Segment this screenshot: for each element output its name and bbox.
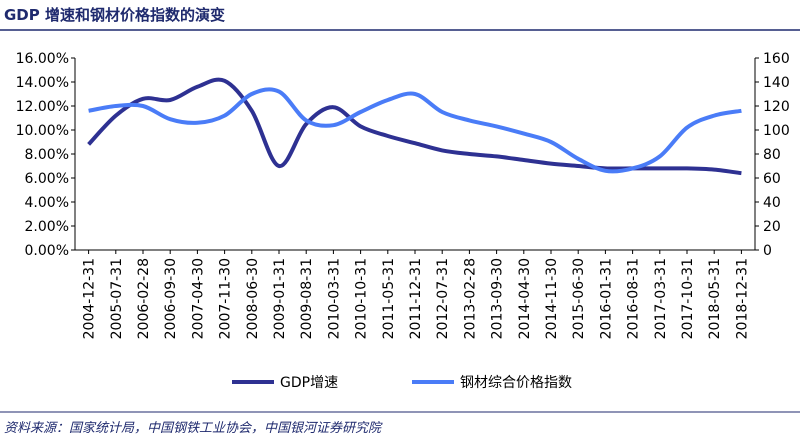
x-tick-label: 2004-12-31 [82, 258, 98, 339]
y-tick-label: 4.00% [25, 195, 69, 211]
y-tick-label: 2.00% [25, 219, 69, 235]
source: 资料来源：国家统计局，中国钢铁工业协会，中国银河证券研究院 [4, 420, 383, 436]
y2-tick-label: 40 [763, 195, 781, 211]
y2-tick-label: 60 [763, 171, 781, 187]
series-line [88, 87, 742, 174]
y2-tick-label: 100 [763, 123, 790, 139]
y2-tick-label: 80 [763, 147, 781, 163]
x-tick-label: 2009-01-31 [272, 258, 288, 339]
x-tick-label: 2011-05-31 [381, 258, 397, 339]
y-tick-label: 8.00% [25, 147, 69, 163]
y-tick-label: 12.00% [16, 99, 69, 115]
x-tick-label: 2016-01-31 [598, 258, 614, 339]
y2-tick-label: 160 [763, 51, 790, 67]
x-tick-label: 2011-12-31 [408, 258, 424, 339]
x-tick-label: 2018-05-31 [707, 258, 723, 339]
y-tick-label: 10.00% [16, 123, 69, 139]
x-tick-label: 2010-03-31 [326, 258, 342, 339]
x-tick-label: 2013-02-28 [462, 258, 478, 339]
x-tick-label: 2005-07-31 [109, 258, 125, 339]
y-tick-label: 6.00% [25, 171, 69, 187]
legend-label: GDP增速 [280, 375, 338, 391]
x-tick-label: 2013-09-30 [490, 258, 506, 339]
x-tick-label: 2006-02-28 [136, 258, 152, 339]
x-tick-label: 2008-06-30 [245, 258, 261, 339]
y2-tick-label: 120 [763, 99, 790, 115]
y2-tick-label: 0 [763, 243, 772, 259]
x-tick-label: 2014-04-30 [517, 258, 533, 339]
y-tick-label: 14.00% [16, 75, 69, 91]
x-tick-label: 2014-11-30 [544, 258, 560, 339]
y-tick-label: 16.00% [16, 51, 69, 67]
x-tick-label: 2012-07-31 [435, 258, 451, 339]
y2-tick-label: 20 [763, 219, 781, 235]
x-tick-label: 2017-10-31 [680, 258, 696, 339]
x-tick-label: 2018-12-31 [734, 258, 750, 339]
legend-label: 钢材综合价格指数 [460, 375, 572, 391]
x-tick-label: 2017-03-31 [653, 258, 669, 339]
x-tick-label: 2015-06-30 [571, 258, 587, 339]
x-tick-label: 2007-11-30 [218, 258, 234, 339]
x-tick-label: 2016-08-31 [626, 258, 642, 339]
y2-tick-label: 140 [763, 75, 790, 91]
x-tick-label: 2007-04-30 [190, 258, 206, 339]
x-tick-label: 2009-08-31 [299, 258, 315, 339]
x-tick-label: 2010-10-31 [354, 258, 370, 339]
y-tick-label: 0.00% [25, 243, 69, 259]
chart-title: GDP 增速和钢材价格指数的演变 [4, 6, 225, 24]
x-tick-label: 2006-09-30 [163, 258, 179, 339]
